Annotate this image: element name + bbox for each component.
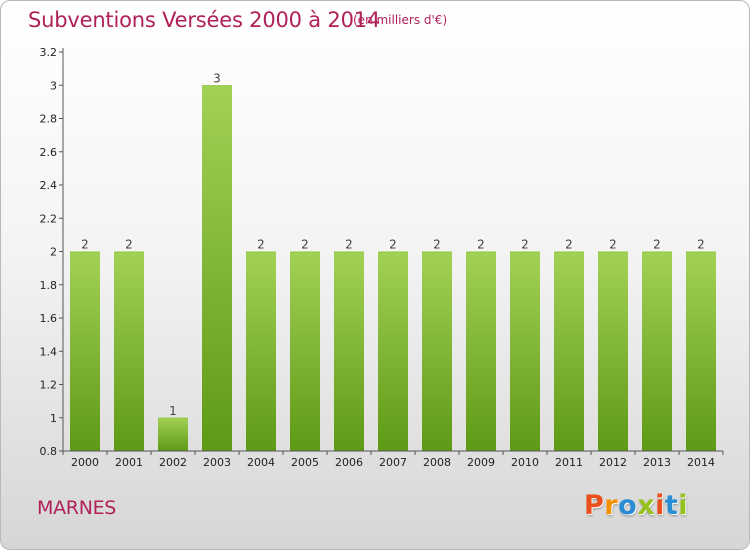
bar-value-label: 2	[477, 238, 485, 252]
x-tick-label: 2010	[511, 456, 539, 469]
y-tick-label: 0.8	[40, 445, 58, 458]
bar-value-label: 2	[433, 238, 441, 252]
y-tick-label: 1.4	[40, 345, 58, 358]
bar	[466, 251, 496, 451]
x-tick-label: 2014	[687, 456, 715, 469]
bar	[246, 251, 276, 451]
logo-letter: x	[637, 490, 656, 521]
x-tick-label: 2009	[467, 456, 495, 469]
bar-value-label: 2	[389, 238, 397, 252]
x-tick-label: 2006	[335, 456, 363, 469]
y-tick-label: 1.8	[40, 279, 58, 292]
x-tick-label: 2007	[379, 456, 407, 469]
bar-value-label: 2	[609, 238, 617, 252]
x-tick-label: 2008	[423, 456, 451, 469]
bar	[334, 251, 364, 451]
bar	[202, 85, 232, 451]
x-tick-label: 2001	[115, 456, 143, 469]
x-tick-label: 2013	[643, 456, 671, 469]
bar-value-label: 2	[125, 238, 133, 252]
bar	[378, 251, 408, 451]
y-tick-label: 2.2	[40, 212, 58, 225]
bar-value-label: 2	[521, 238, 529, 252]
bar	[598, 251, 628, 451]
logo-letter: o	[618, 490, 638, 521]
x-tick-label: 2000	[71, 456, 99, 469]
bar-value-label: 2	[697, 238, 705, 252]
logo-letter: i	[655, 490, 665, 521]
chart-title: Subventions Versées 2000 à 2014	[28, 8, 381, 32]
y-tick-label: 1.6	[40, 312, 58, 325]
x-tick-label: 2003	[203, 456, 231, 469]
bar	[554, 251, 584, 451]
bar-value-label: 2	[653, 238, 661, 252]
y-tick-label: 2	[50, 246, 57, 259]
bar-value-label: 3	[213, 71, 221, 85]
bar	[290, 251, 320, 451]
bar-value-label: 2	[345, 238, 353, 252]
bar-value-label: 2	[257, 238, 265, 252]
logo-letter: t	[664, 490, 679, 521]
bar-value-label: 2	[565, 238, 573, 252]
bar-value-label: 2	[301, 238, 309, 252]
bar	[158, 417, 188, 451]
bar	[686, 251, 716, 451]
bar-value-label: 2	[81, 238, 89, 252]
y-tick-label: 2.8	[40, 113, 58, 126]
y-tick-label: 1	[50, 412, 57, 425]
logo-letter: P	[584, 490, 605, 521]
bar	[114, 251, 144, 451]
bar	[510, 251, 540, 451]
chart-subtitle: (en milliers d'€)	[353, 13, 448, 27]
y-tick-label: 3	[50, 79, 57, 92]
x-tick-label: 2005	[291, 456, 319, 469]
x-tick-label: 2012	[599, 456, 627, 469]
bar	[70, 251, 100, 451]
commune-name: MARNES	[37, 497, 117, 519]
x-tick-label: 2004	[247, 456, 275, 469]
x-tick-label: 2002	[159, 456, 187, 469]
x-tick-label: 2011	[555, 456, 583, 469]
y-tick-label: 1.2	[40, 379, 58, 392]
proxiti-logo[interactable]: Proxiti	[584, 490, 688, 521]
logo-letter: i	[678, 490, 689, 521]
bar	[422, 251, 452, 451]
logo-letter: r	[604, 490, 619, 521]
bar	[642, 251, 672, 451]
bar-value-label: 1	[169, 404, 177, 418]
y-tick-label: 2.4	[40, 179, 58, 192]
y-tick-label: 2.6	[40, 146, 58, 159]
y-tick-label: 3.2	[40, 46, 58, 59]
